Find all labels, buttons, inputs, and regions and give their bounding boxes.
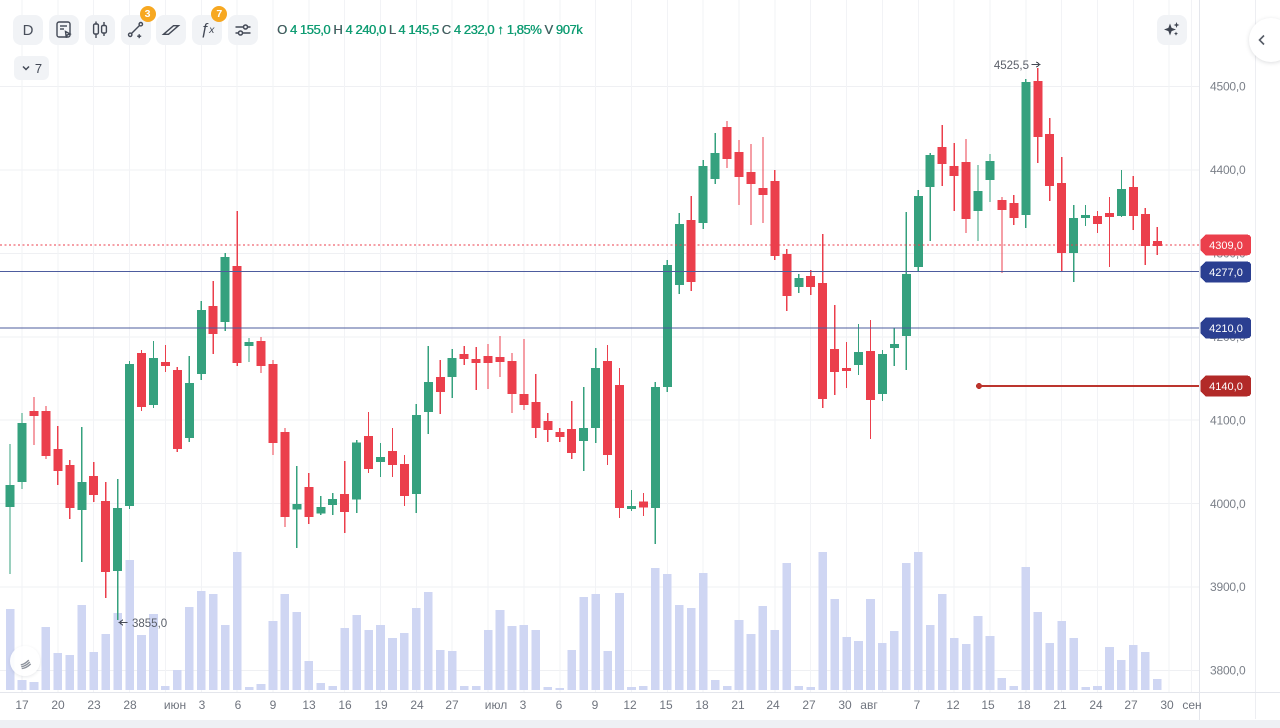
svg-text:28: 28 [123,698,137,712]
svg-text:18: 18 [1017,698,1031,712]
svg-text:4000,0: 4000,0 [1210,497,1246,511]
svg-text:3: 3 [520,698,527,712]
svg-text:15: 15 [659,698,673,712]
svg-text:3: 3 [199,698,206,712]
svg-text:30: 30 [838,698,852,712]
svg-text:авг: авг [860,698,878,712]
svg-text:сен: сен [1182,698,1201,712]
svg-text:21: 21 [731,698,745,712]
svg-text:24: 24 [766,698,780,712]
svg-text:4400,0: 4400,0 [1210,163,1246,177]
svg-text:4100,0: 4100,0 [1210,413,1246,427]
svg-text:4500,0: 4500,0 [1210,80,1246,94]
svg-text:7: 7 [914,698,921,712]
svg-text:27: 27 [802,698,816,712]
svg-text:4210,0: 4210,0 [1209,323,1243,335]
svg-text:9: 9 [270,698,277,712]
svg-text:17: 17 [15,698,29,712]
svg-text:июл: июл [485,698,507,712]
svg-text:июн: июн [164,698,186,712]
svg-text:21: 21 [1053,698,1067,712]
svg-text:3855,0: 3855,0 [132,618,167,630]
svg-text:4140,0: 4140,0 [1209,381,1243,393]
svg-text:30: 30 [1160,698,1174,712]
svg-text:19: 19 [374,698,388,712]
svg-text:13: 13 [302,698,316,712]
svg-text:3800,0: 3800,0 [1210,664,1246,678]
svg-text:15: 15 [981,698,995,712]
svg-text:6: 6 [235,698,242,712]
svg-text:18: 18 [695,698,709,712]
svg-text:4525,5: 4525,5 [994,60,1029,72]
svg-text:20: 20 [51,698,65,712]
svg-text:6: 6 [556,698,563,712]
svg-text:3900,0: 3900,0 [1210,580,1246,594]
svg-text:24: 24 [1089,698,1103,712]
svg-text:4309,0: 4309,0 [1209,240,1243,252]
svg-text:27: 27 [1124,698,1138,712]
svg-text:12: 12 [623,698,637,712]
svg-text:9: 9 [592,698,599,712]
svg-text:24: 24 [410,698,424,712]
svg-text:16: 16 [338,698,352,712]
svg-text:12: 12 [946,698,960,712]
svg-text:23: 23 [87,698,101,712]
svg-text:4277,0: 4277,0 [1209,267,1243,279]
svg-text:27: 27 [445,698,459,712]
